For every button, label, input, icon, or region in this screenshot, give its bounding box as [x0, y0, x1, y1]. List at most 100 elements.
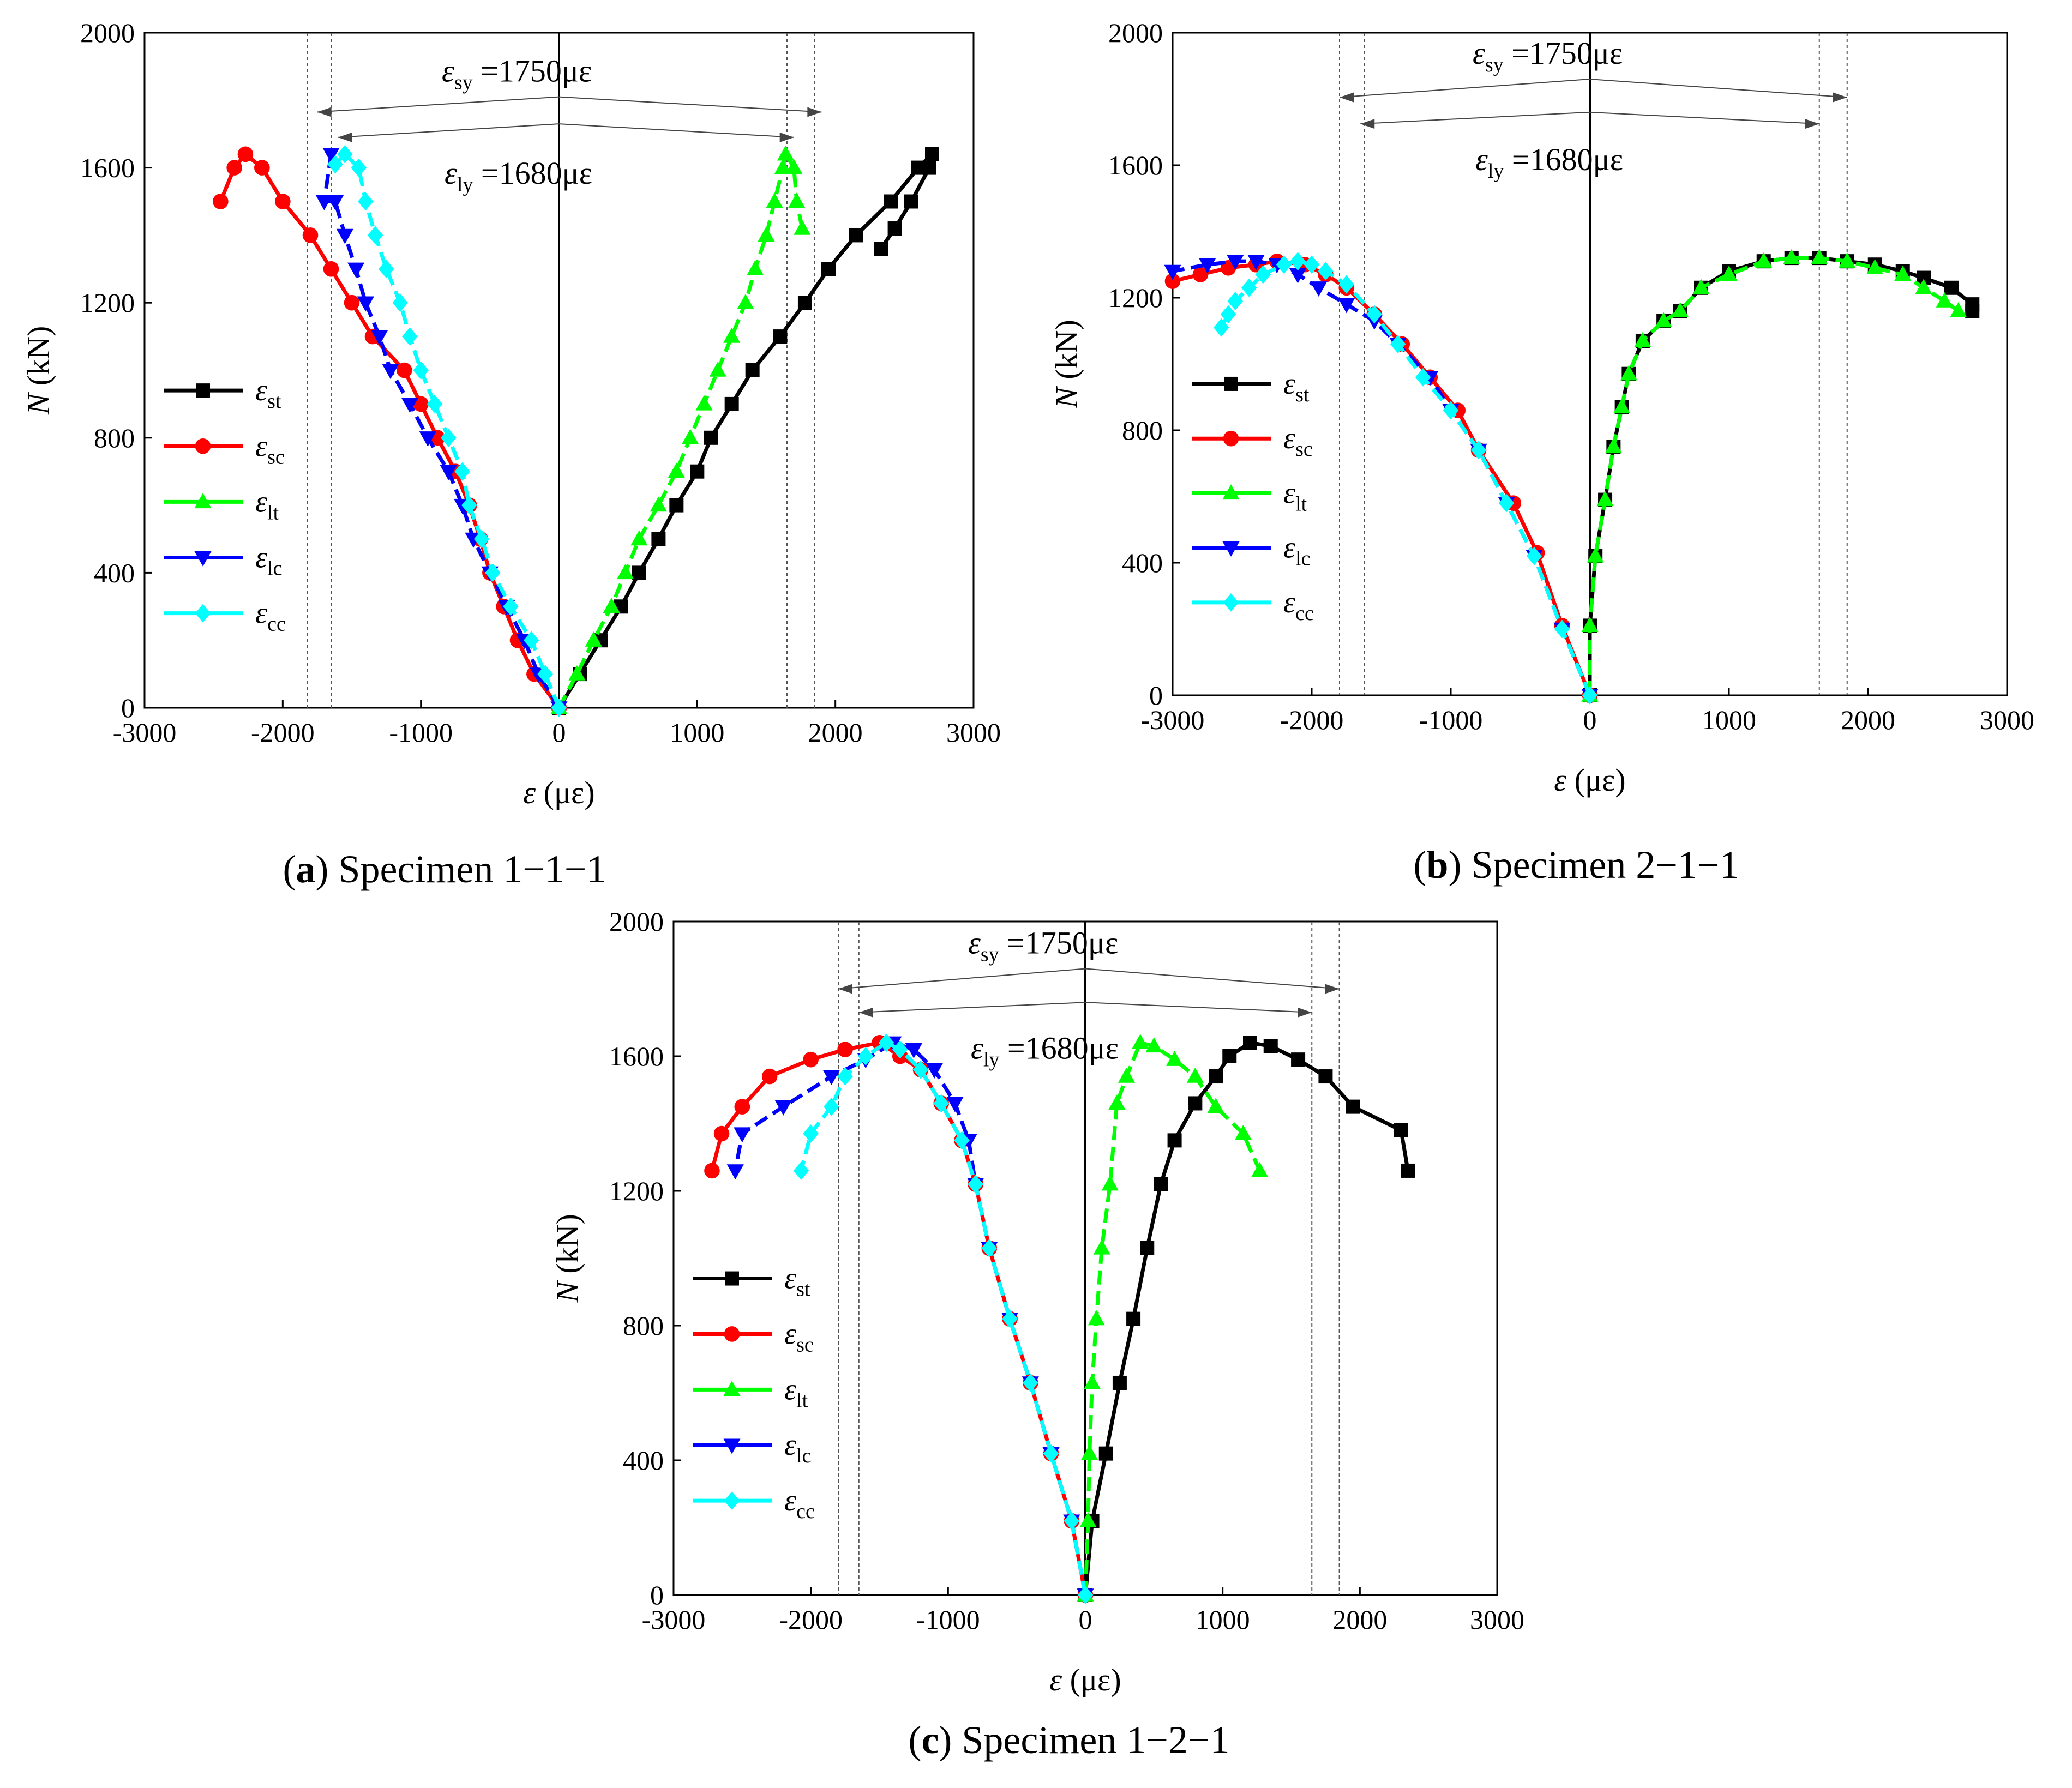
data-point-cc [793, 1161, 809, 1180]
legend-item-lt: εlt [693, 1372, 808, 1412]
data-point-lt [1079, 1512, 1097, 1527]
annotation-arrow-line [1339, 79, 1847, 98]
legend-symbol: ε [784, 1317, 797, 1351]
series-lt [1581, 249, 1967, 702]
data-point-cc [358, 192, 374, 211]
yield-annotation-text: εly =1680με [971, 1031, 1119, 1071]
legend-symbol: ε [255, 374, 268, 407]
data-point-sc [837, 1042, 853, 1057]
y-tick-label: 2000 [609, 906, 664, 937]
data-point-lc [327, 195, 344, 210]
yield-annotation-text: εly =1680με [445, 155, 592, 196]
legend-symbol: ε [255, 485, 268, 519]
panel-caption: (a) Specimen 1−1−1 [283, 847, 606, 891]
data-point-lt [1587, 547, 1604, 563]
data-point-st [1243, 1036, 1257, 1050]
data-point-lc [315, 195, 333, 210]
data-point-st [690, 464, 705, 479]
y-axis-label: N (kN) [550, 1214, 585, 1303]
data-point-st [1126, 1311, 1141, 1326]
annotation-arrow-line [858, 1002, 1312, 1013]
annotation-value: =1680με [1504, 142, 1623, 177]
data-point-sc [1192, 267, 1209, 282]
legend-symbol: ε [784, 1372, 797, 1406]
series-line-cc [1220, 259, 1592, 696]
legend-item-sc: εsc [1192, 422, 1313, 461]
annotation-symbol: ε [968, 925, 981, 960]
data-point-lt [568, 665, 586, 681]
legend-item-cc: εcc [1192, 586, 1314, 625]
y-axis-unit: (kN) [21, 326, 56, 394]
legend-item-st: εst [693, 1262, 810, 1301]
legend-subscript: st [267, 390, 281, 413]
y-axis-label: N (kN) [21, 326, 56, 416]
data-point-lc [371, 330, 388, 346]
data-point-cc [1064, 1512, 1080, 1531]
data-point-st [1394, 1123, 1408, 1137]
data-point-st [904, 194, 918, 209]
data-point-sc [713, 1125, 730, 1142]
data-point-lt [1088, 1310, 1105, 1326]
x-axis-unit: (με) [536, 775, 595, 810]
x-axis-label: ε (με) [1049, 1662, 1121, 1697]
data-point-lc [1310, 281, 1328, 297]
annotation-symbol: ε [445, 155, 457, 191]
data-point-lc [336, 228, 353, 244]
series-line-st [557, 152, 934, 709]
data-point-sc [344, 294, 360, 311]
yield-annotation: εly =1680με [858, 1002, 1312, 1071]
annotation-arrow-line [338, 123, 794, 138]
data-point-cc [1077, 1586, 1094, 1604]
caption-text: Specimen 2−1−1 [1461, 843, 1739, 887]
data-point-lc [1164, 264, 1181, 280]
y-axis-unit: (kN) [550, 1214, 585, 1281]
series-st [552, 147, 939, 715]
legend-symbol: ε [1283, 476, 1296, 510]
data-point-sc [803, 1051, 819, 1068]
x-axis-unit: (με) [1062, 1662, 1121, 1697]
legend-subscript: lc [796, 1444, 811, 1467]
data-point-cc [968, 1175, 983, 1194]
legend-label: εsc [255, 429, 285, 468]
data-point-cc [1582, 686, 1598, 705]
legend-label: εst [1283, 367, 1310, 406]
legend-item-lt: εlt [1192, 476, 1307, 515]
annotation-symbol: ε [1473, 35, 1485, 71]
legend-marker [194, 493, 212, 509]
data-point-cc [392, 293, 408, 312]
x-axis-symbol: ε [523, 775, 536, 810]
x-tick-label: -3000 [113, 717, 177, 748]
legend-subscript: cc [796, 1500, 815, 1523]
data-point-st [874, 242, 888, 256]
data-point-st [1965, 304, 1980, 318]
x-tick-label: 2000 [1841, 705, 1895, 735]
annotation-arrow-head [858, 1007, 873, 1018]
y-tick-label: 400 [623, 1445, 664, 1476]
data-point-sc [413, 396, 429, 412]
data-point-cc [824, 1097, 839, 1116]
data-point-cc [803, 1124, 819, 1143]
x-tick-label: -1000 [389, 717, 453, 748]
data-point-lt [723, 327, 741, 343]
data-point-lt [585, 631, 602, 647]
data-point-lt [1866, 259, 1884, 275]
data-point-lc [322, 148, 340, 164]
annotation-arrow-head [1805, 119, 1819, 129]
legend-subscript: sc [1295, 438, 1313, 461]
data-point-lc [926, 1063, 943, 1079]
legend-subscript: cc [1295, 602, 1314, 625]
annotation-symbol: ε [442, 53, 454, 89]
annotation-arrow-head [779, 132, 794, 142]
series-line-st [1588, 256, 1974, 695]
data-point-st [1167, 1133, 1182, 1148]
y-tick-label: 0 [121, 693, 135, 723]
data-point-cc [1554, 619, 1570, 639]
legend-subscript: sc [267, 446, 285, 468]
annotation-subscript: sy [981, 943, 999, 966]
annotation-value: =1750με [999, 925, 1119, 960]
x-axis-symbol: ε [1049, 1662, 1062, 1697]
data-point-lt [1936, 292, 1953, 308]
data-point-lt [1101, 1175, 1119, 1191]
yield-annotation-text: εsy =1750με [1473, 35, 1623, 76]
data-point-lc [357, 296, 374, 312]
